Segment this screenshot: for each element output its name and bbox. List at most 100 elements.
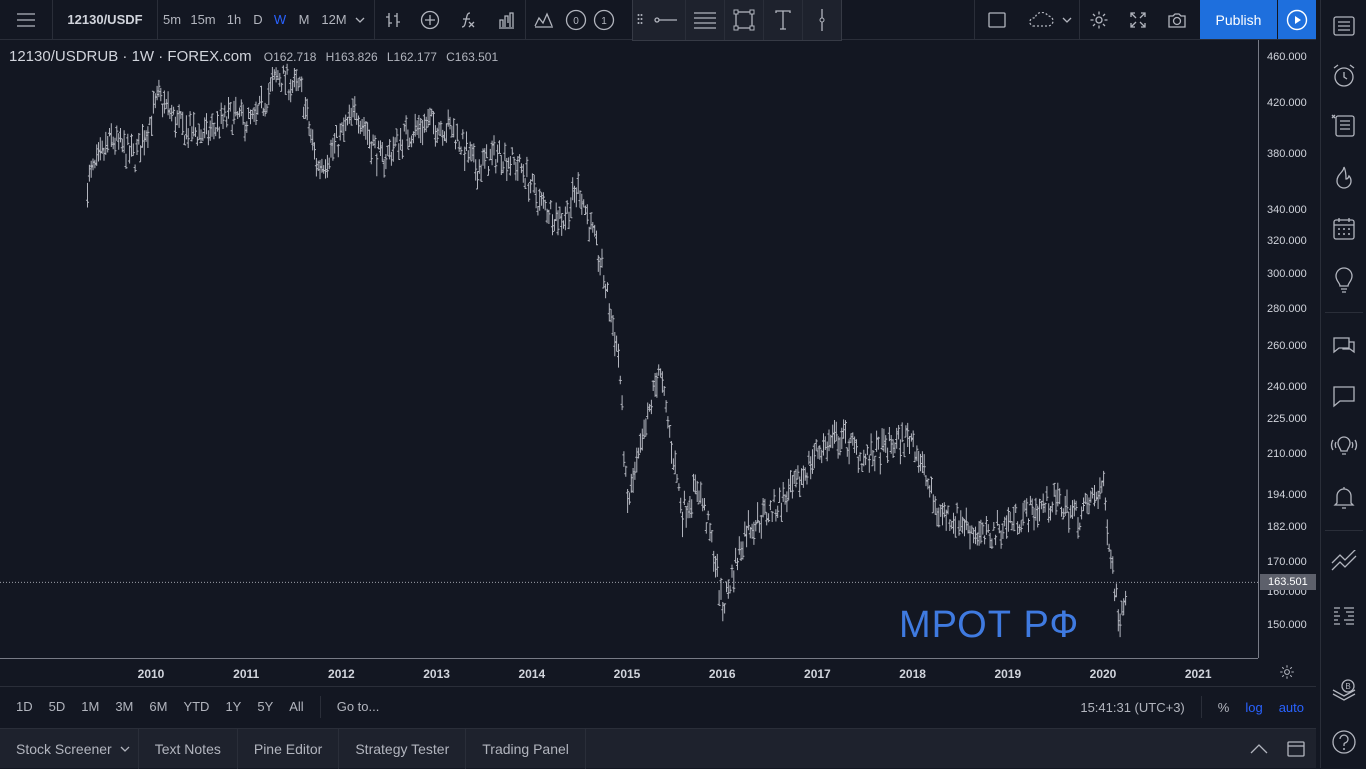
range-5d[interactable]: 5D xyxy=(48,699,66,714)
cloud-save-button[interactable] xyxy=(1019,0,1079,40)
tab-strategy-tester[interactable]: Strategy Tester xyxy=(339,728,467,769)
right-sidebar: B xyxy=(1320,0,1366,768)
price-axis-label: 320.000 xyxy=(1267,234,1307,247)
interval-5m[interactable]: 5m xyxy=(162,12,182,27)
notifications-bell-icon[interactable] xyxy=(1330,484,1358,512)
price-axis-label: 260.000 xyxy=(1267,340,1307,353)
tab-trading-panel[interactable]: Trading Panel xyxy=(466,728,586,769)
gear-icon xyxy=(1090,11,1108,29)
time-axis-label: 2010 xyxy=(137,667,165,681)
calendar-icon[interactable] xyxy=(1330,215,1358,243)
chats-icon[interactable] xyxy=(1330,332,1358,360)
drawing-floating-toolbar xyxy=(632,0,842,41)
time-axis-label: 2020 xyxy=(1089,667,1117,681)
measure-tool[interactable] xyxy=(803,0,841,40)
trend-line-tool[interactable] xyxy=(647,0,685,40)
chevron-down-icon xyxy=(355,17,365,23)
interval-1h[interactable]: 1h xyxy=(226,12,242,27)
svg-text:1: 1 xyxy=(601,16,607,27)
alarm-clock-icon[interactable] xyxy=(1330,62,1358,90)
streams-icon[interactable] xyxy=(1330,432,1358,460)
range-1y[interactable]: 1Y xyxy=(225,699,242,714)
legend-close: C163.501 xyxy=(446,50,499,64)
watchlist-icon[interactable] xyxy=(1330,12,1358,40)
layout-button[interactable] xyxy=(975,0,1019,40)
fib-tool[interactable] xyxy=(686,0,724,40)
tab-text-notes[interactable]: Text Notes xyxy=(139,728,238,769)
dom-icon[interactable] xyxy=(1330,602,1358,630)
legend-open: O162.718 xyxy=(263,50,317,64)
price-bars-path xyxy=(86,63,1128,638)
chevron-down-icon xyxy=(120,746,130,752)
replay-button[interactable] xyxy=(1278,0,1316,39)
templates-button[interactable] xyxy=(526,0,562,40)
chat-bubble-icon[interactable] xyxy=(1330,382,1358,410)
time-axis-label: 2016 xyxy=(708,667,736,681)
time-axis[interactable]: 2010 2011 2012 2013 2014 2015 2016 2017 2018 2019… xyxy=(0,658,1258,686)
interval-12m[interactable]: 12M xyxy=(321,12,347,27)
gear-icon xyxy=(1280,665,1294,679)
cloud-icon xyxy=(1029,12,1054,27)
chart-settings-corner[interactable] xyxy=(1258,658,1316,686)
price-chart[interactable] xyxy=(0,40,1258,658)
maximize-panel-icon[interactable] xyxy=(1286,740,1306,758)
interval-d[interactable]: D xyxy=(253,12,263,27)
compare-o-button[interactable]: 0 xyxy=(562,0,590,40)
indicators-button[interactable] xyxy=(449,0,487,40)
text-tool[interactable] xyxy=(764,0,802,40)
snapshot-button[interactable] xyxy=(1158,0,1196,40)
interval-15m[interactable]: 15m xyxy=(190,12,216,27)
goto-date-button[interactable]: Go to... xyxy=(336,699,380,714)
interval-w[interactable]: W xyxy=(273,12,287,27)
bar-style-button[interactable] xyxy=(375,0,411,40)
range-5y[interactable]: 5Y xyxy=(257,699,274,714)
chart-watermark: МРОТ РФ xyxy=(899,604,1080,646)
trading-icon[interactable] xyxy=(1330,550,1358,578)
hamburger-icon xyxy=(17,12,35,27)
legend-interval: 1W xyxy=(131,48,155,65)
settings-button[interactable] xyxy=(1080,0,1118,40)
publish-button[interactable]: Publish xyxy=(1200,0,1277,39)
financials-button[interactable] xyxy=(487,0,525,40)
tab-stock-screener[interactable]: Stock Screener xyxy=(0,728,139,769)
tab-pine-editor[interactable]: Pine Editor xyxy=(238,728,340,769)
menu-button[interactable] xyxy=(0,0,52,40)
price-axis-label: 182.000 xyxy=(1267,520,1307,533)
help-icon[interactable] xyxy=(1330,728,1358,756)
interval-m[interactable]: M xyxy=(298,12,310,27)
price-axis-label: 420.000 xyxy=(1267,97,1307,110)
layers-bitcoin-icon[interactable]: B xyxy=(1330,676,1358,704)
camera-icon xyxy=(1168,13,1186,28)
ideas-bulb-icon[interactable] xyxy=(1330,267,1358,295)
shape-tool[interactable] xyxy=(725,0,763,40)
range-6m[interactable]: 6M xyxy=(149,699,168,714)
legend-symbol[interactable]: 12130/USDRUB xyxy=(9,48,119,65)
fullscreen-button[interactable] xyxy=(1118,0,1158,40)
clock-timezone[interactable]: 15:41:31 (UTC+3) xyxy=(1080,699,1185,715)
price-axis-label: 380.000 xyxy=(1267,147,1307,160)
price-axis[interactable]: 460.000 420.000 380.000 340.000 320.000 300.0… xyxy=(1258,40,1316,658)
range-all[interactable]: All xyxy=(289,699,304,714)
symbol-search[interactable]: 12130/USDF xyxy=(67,12,143,27)
time-axis-label: 2011 xyxy=(233,667,260,681)
auto-scale-toggle[interactable]: auto xyxy=(1278,699,1304,715)
percent-scale-toggle[interactable]: % xyxy=(1217,699,1230,715)
time-axis-label: 2015 xyxy=(613,667,641,681)
data-window-icon[interactable] xyxy=(1330,112,1358,140)
range-3m[interactable]: 3M xyxy=(115,699,134,714)
price-axis-label: 460.000 xyxy=(1267,51,1307,63)
range-ytd[interactable]: YTD xyxy=(183,699,210,714)
chevron-up-icon[interactable] xyxy=(1250,744,1268,754)
compare-i-button[interactable]: 1 xyxy=(590,0,618,40)
log-scale-toggle[interactable]: log xyxy=(1245,699,1263,715)
square-icon xyxy=(988,12,1006,28)
range-1m[interactable]: 1M xyxy=(81,699,100,714)
interval-dropdown[interactable] xyxy=(352,0,368,40)
price-axis-label: 340.000 xyxy=(1267,204,1307,217)
drag-handle[interactable] xyxy=(633,0,647,40)
hotlists-icon[interactable] xyxy=(1330,164,1358,192)
compare-button[interactable] xyxy=(411,0,449,40)
line-tool-icon xyxy=(654,17,677,23)
range-1d[interactable]: 1D xyxy=(16,699,33,714)
price-axis-label: 194.000 xyxy=(1267,488,1307,501)
